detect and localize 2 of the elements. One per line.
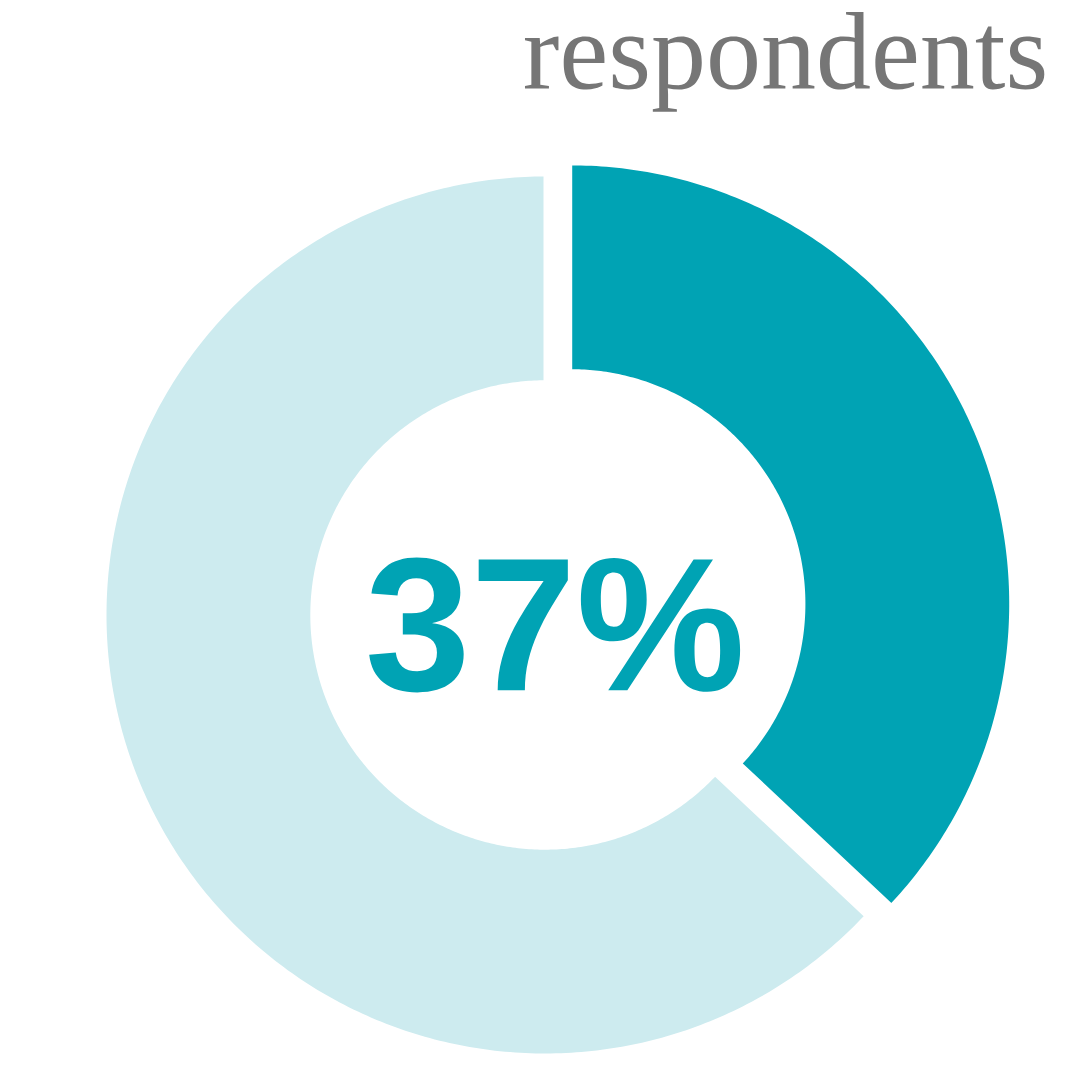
data-label: 37%: [369, 557, 741, 693]
chart-title: respondents: [524, 12, 1045, 112]
